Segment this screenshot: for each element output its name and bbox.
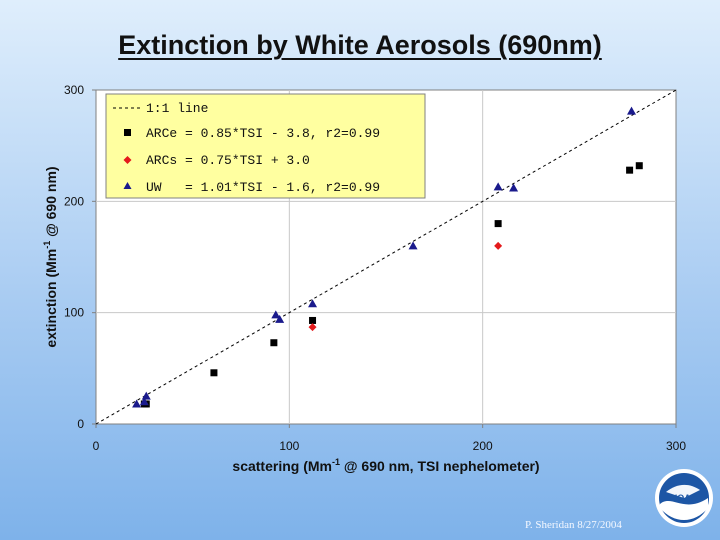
data-point-arce-5 [494, 220, 502, 228]
x-tick-label-200: 200 [473, 439, 493, 453]
axis-ticks: 0 100 200 300 0 100 200 300 [64, 83, 686, 453]
legend-marker-arce [124, 129, 131, 136]
svg-text:NOAA: NOAA [671, 493, 698, 503]
legend-label-arce: ARCe = 0.85*TSI - 3.8, r2=0.99 [146, 126, 380, 141]
x-tick-label-300: 300 [666, 439, 686, 453]
slide-title: Extinction by White Aerosols (690nm) [118, 30, 602, 60]
legend: 1:1 line ARCe = 0.85*TSI - 3.8, r2=0.99 … [105, 93, 426, 199]
data-point-arce-7 [635, 162, 643, 170]
data-point-uw-2 [141, 391, 151, 400]
data-point-arce-6 [626, 166, 634, 174]
data-point-arcs-0 [308, 323, 317, 332]
data-point-arce-2 [210, 369, 218, 377]
data-point-uw-9 [627, 106, 637, 115]
legend-label-uw: UW = 1.01*TSI - 1.6, r2=0.99 [146, 180, 380, 195]
data-point-arcs-1 [494, 241, 503, 250]
y-tick-label-100: 100 [64, 306, 84, 320]
legend-label-arcs: ARCs = 0.75*TSI + 3.0 [146, 153, 310, 168]
data-point-uw-3 [271, 310, 281, 319]
data-point-uw-0 [132, 399, 142, 408]
legend-marker-arcs [123, 156, 132, 164]
data-point-uw-7 [493, 182, 503, 191]
data-point-arce-4 [309, 316, 317, 324]
data-point-uw-4 [275, 314, 285, 323]
author-credit: P. Sheridan 8/27/2004 [525, 519, 622, 531]
y-tick-label-300: 300 [64, 83, 84, 97]
data-point-uw-1 [139, 397, 149, 406]
legend-marker-uw [123, 182, 132, 189]
data-point-arce-3 [270, 339, 278, 347]
x-axis-label: scattering (Mm-1 @ 690 nm, TSI nephelome… [232, 457, 539, 474]
grid-lines [96, 90, 676, 424]
legend-box [105, 93, 426, 199]
x-tick-label-100: 100 [279, 439, 299, 453]
data-point-uw-8 [509, 183, 519, 192]
noaa-logo: NOAA [655, 469, 713, 527]
y-tick-label-200: 200 [64, 194, 84, 208]
x-tick-label-0: 0 [93, 439, 100, 453]
data-point-uw-5 [308, 299, 318, 308]
data-point-uw-6 [408, 241, 418, 250]
data-points [132, 106, 643, 408]
y-axis-label: extinction (Mm-1 @ 690 nm) [42, 166, 59, 347]
legend-label-1to1-line: 1:1 line [146, 101, 208, 116]
y-tick-label-0: 0 [77, 417, 84, 431]
